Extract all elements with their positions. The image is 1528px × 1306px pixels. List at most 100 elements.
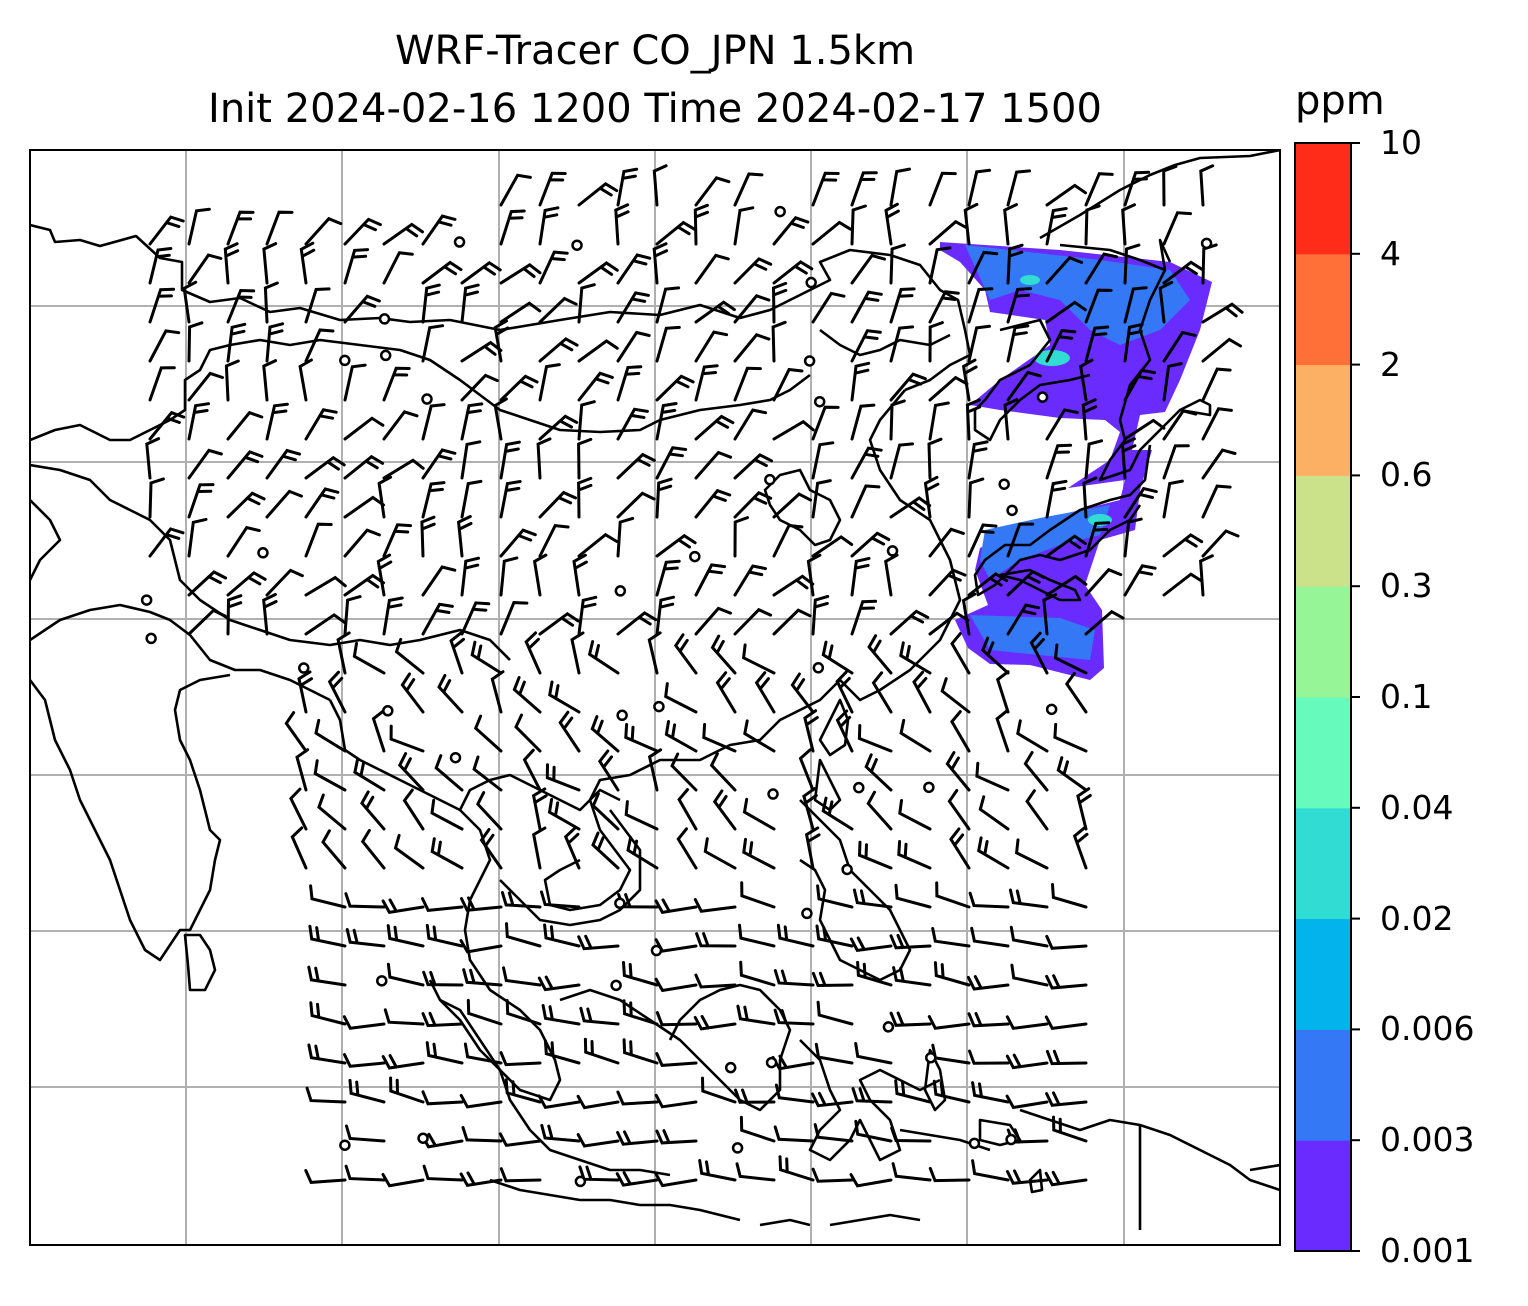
wind-barb [430,798,464,831]
wind-barb [967,168,992,207]
wind-barb [386,924,425,948]
calm-wind-circle [145,632,157,645]
wind-barb [928,290,960,324]
wind-barb [499,262,542,285]
wind-barb [811,1091,854,1108]
wind-barb [1056,756,1088,792]
wind-barb [541,1004,581,1026]
calm-wind-circle [767,788,779,800]
wind-barb [360,828,386,870]
wind-barb [802,787,818,831]
wind-barb [1201,407,1233,441]
wind-barb [971,1159,1010,1182]
wind-barb [928,401,950,441]
wind-barb [304,287,331,324]
wind-barb [570,631,585,675]
wind-barb [304,455,346,480]
wind-barb [970,926,1010,948]
wind-barb [425,1041,464,1065]
wind-barb [733,257,773,285]
colorbar-tick-label: 0.1 [1380,677,1433,716]
calm-wind-circle [376,975,388,987]
wind-barb [928,375,969,402]
wind-barb [652,164,668,207]
calm-wind-circle [1036,391,1049,403]
wind-barb [1045,1049,1088,1066]
wind-barb [698,1159,737,1182]
wind-barb [1123,323,1144,363]
wind-barb [967,250,999,285]
wind-barb [655,559,681,597]
wind-barb [772,419,815,441]
wind-barb [314,718,347,753]
wind-barb [343,495,385,519]
wind-barb [460,556,480,597]
wind-barb [1045,1091,1088,1107]
wind-barb [733,206,755,246]
wind-barb [1005,1015,1049,1030]
wind-barb [187,253,223,285]
wind-barb [381,1173,425,1188]
wind-barb [576,1133,620,1148]
wind-barb [265,402,289,441]
wind-barb [849,1173,893,1188]
wind-barb [670,752,698,792]
calm-wind-circle [764,473,776,486]
wind-barb [148,287,176,324]
wind-barb [475,791,503,831]
wind-barb [187,570,228,597]
wind-barb [821,796,854,831]
wind-barb [499,301,542,324]
wind-barb [1084,609,1125,636]
wind-barb [889,1011,932,1027]
wind-barb [182,280,198,324]
wind-barb [811,594,830,636]
wind-barb [597,749,620,792]
calm-wind-circle [925,1051,937,1064]
wind-barb [693,898,737,913]
wind-barb [739,1115,776,1143]
wind-barb [543,923,581,948]
wind-barb [460,260,502,285]
wind-barb [1084,204,1101,246]
calm-wind-circle [689,550,701,563]
wind-barb [811,171,840,207]
wind-barb [460,373,499,402]
wind-barb [304,575,347,597]
wind-barb [736,1004,776,1026]
wind-barb [460,340,503,363]
wind-barb [577,476,593,519]
wind-barb [308,924,347,948]
wind-barb [348,1078,386,1104]
wind-barb [616,365,643,402]
calm-wind-circle [724,1061,737,1074]
wind-barb [545,763,581,792]
wind-barb [655,595,675,636]
wind-barb [673,633,698,675]
wind-barb [1123,243,1141,285]
wind-barb [265,448,301,480]
wind-barb [884,202,900,246]
wind-barb [1051,883,1088,909]
wind-barb [616,291,650,324]
colorbar-frame [1294,142,1352,1252]
wind-barb [499,556,519,597]
wind-barb [931,1043,971,1065]
calm-wind-circle [140,594,153,606]
wind-barb [226,410,264,441]
wind-barb [538,523,570,558]
wind-barb [1006,243,1024,285]
wind-barb [889,399,906,441]
wind-barb [928,219,969,246]
wind-barb [850,290,883,324]
wind-barb [304,408,338,441]
wind-barb [382,222,424,246]
wind-barb [425,923,464,948]
wind-barb [304,328,335,363]
wind-barb [1162,409,1198,441]
wind-barb [1045,408,1079,441]
wind-barb [694,450,733,480]
wind-barb [614,203,630,246]
wind-barb [850,599,878,636]
wind-barb [386,962,425,987]
